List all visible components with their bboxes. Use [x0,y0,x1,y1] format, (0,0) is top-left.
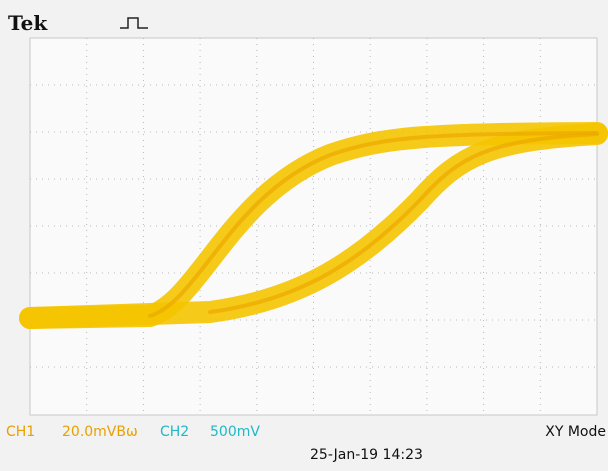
timestamp: 25-Jan-19 14:23 [310,447,423,463]
ch1-scale: 20.0mVBω [62,424,138,440]
scope-screen: Tek CH1 20.0mVBω CH2 500mV XY Mode 25-Ja… [0,0,608,471]
ch2-label: CH2 [160,424,189,440]
brand: Tek [8,11,48,35]
ch2-scale: 500mV [210,424,260,440]
mode: XY Mode [545,424,606,440]
ch1-label: CH1 [6,424,35,440]
graticule [30,38,597,415]
